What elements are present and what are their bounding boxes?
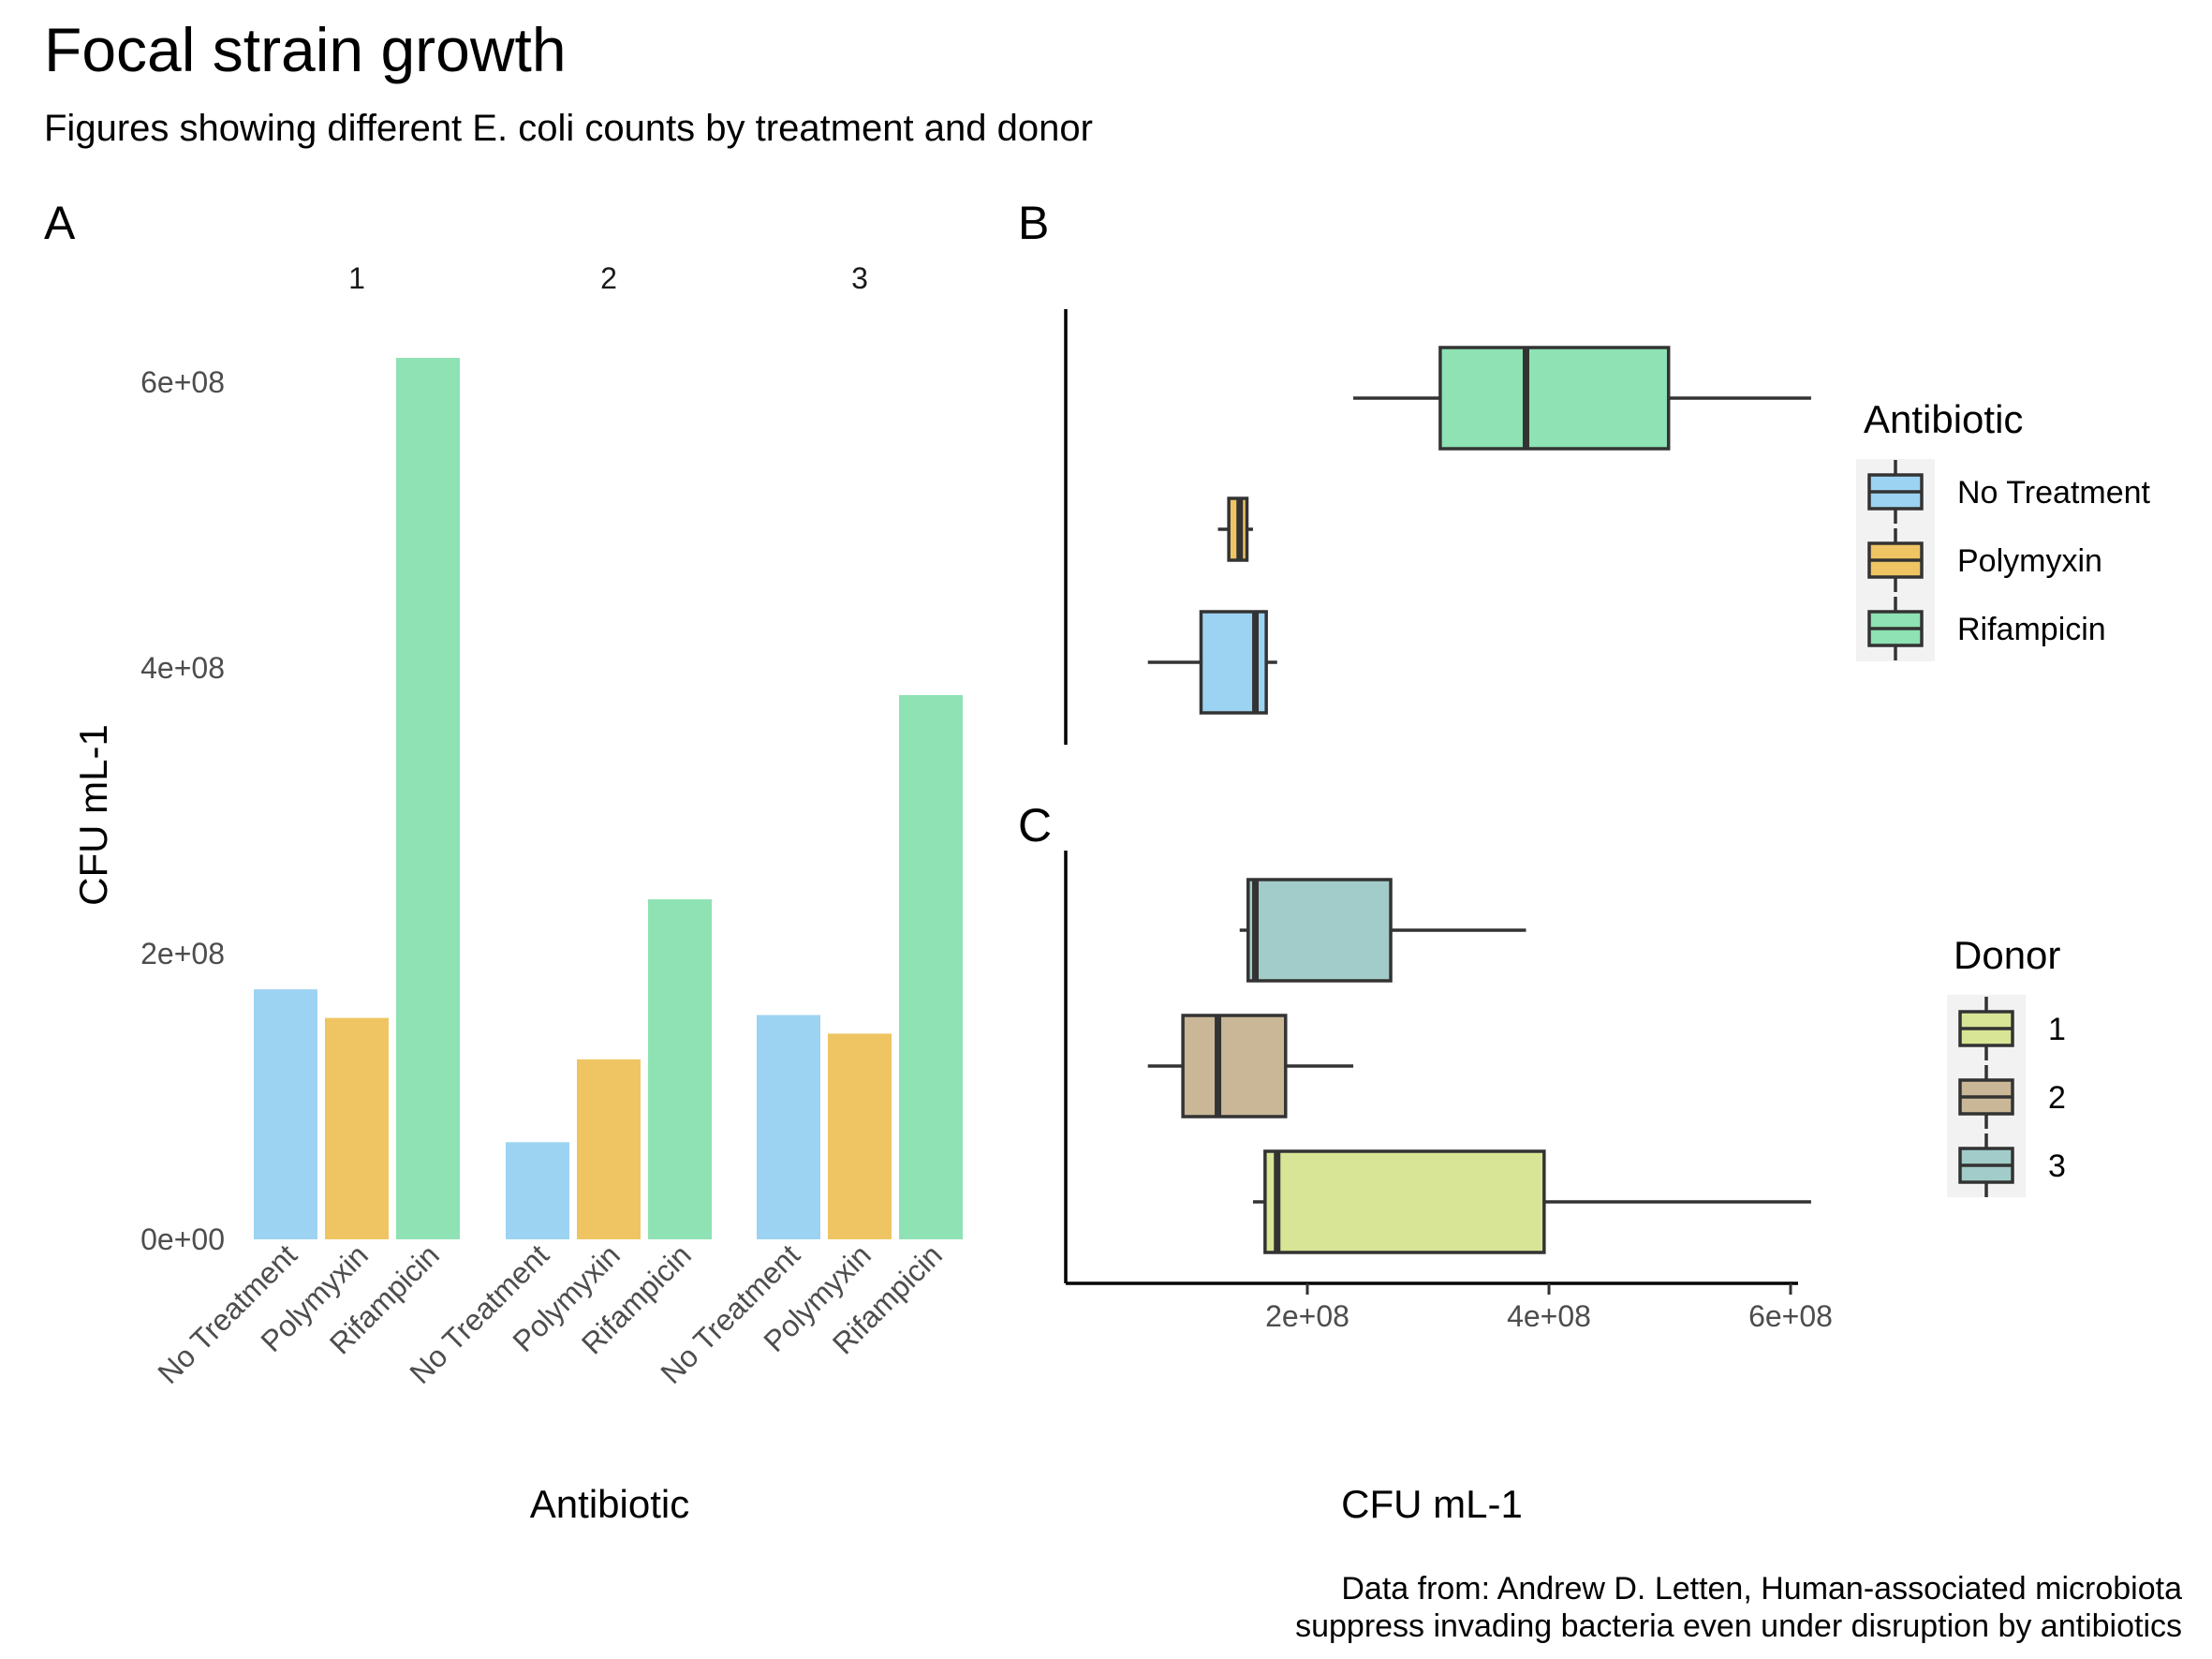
legend-key-3 bbox=[1958, 1133, 2014, 1197]
bar-rifampicin bbox=[899, 694, 963, 1239]
bar-no-treatment bbox=[254, 989, 317, 1239]
legend-key-2 bbox=[1958, 1065, 2014, 1129]
panel-tag-a: A bbox=[44, 197, 76, 249]
facet-strip-label: 1 bbox=[348, 261, 365, 295]
panel-a: A CFU mL-1 Antibiotic 0e+00 2e+08 4e+08 6e+08 1… bbox=[44, 197, 963, 1526]
y-tick-label-a: 4e+08 bbox=[140, 651, 225, 685]
legend-key-polymyxin bbox=[1867, 528, 1924, 592]
box-rifampicin-iqr bbox=[1438, 346, 1671, 451]
panel-c: C 2e+08 4e+08 6e+08 CFU mL-1 bbox=[1018, 799, 1833, 1526]
x-axis-title-a: Antibiotic bbox=[530, 1482, 689, 1526]
legend-key-1 bbox=[1958, 997, 2014, 1060]
legend-antibiotic: Antibiotic No Treatment Polymyxin Rifampici… bbox=[1856, 397, 2151, 661]
panel-b: B bbox=[1018, 197, 1811, 745]
legend-key-no-treatment bbox=[1867, 460, 1924, 524]
legend-key-rifampicin bbox=[1867, 597, 1924, 660]
y-tick-label-a: 0e+00 bbox=[140, 1222, 225, 1256]
bar-polymyxin bbox=[828, 1033, 892, 1239]
x-axis-title-c: CFU mL-1 bbox=[1341, 1482, 1523, 1526]
caption-line-1: Data from: Andrew D. Letten, Human-assoc… bbox=[1341, 1571, 2182, 1607]
box-donor-1-iqr bbox=[1263, 1149, 1546, 1254]
bar-polymyxin bbox=[325, 1017, 389, 1239]
y-tick-label-a: 6e+08 bbox=[140, 365, 225, 399]
y-tick-label-a: 2e+08 bbox=[140, 937, 225, 970]
legend-label-1: 1 bbox=[2048, 1012, 2066, 1047]
bar-no-treatment bbox=[506, 1142, 569, 1239]
legend-donor: Donor 1 2 3 bbox=[1947, 933, 2066, 1197]
x-tick-label-c: 2e+08 bbox=[1265, 1299, 1349, 1333]
y-axis-title-a: CFU mL-1 bbox=[71, 724, 115, 906]
bar-rifampicin bbox=[648, 899, 712, 1239]
box-donor-2-iqr bbox=[1181, 1014, 1288, 1118]
legend-title: Antibiotic bbox=[1864, 397, 2023, 441]
bar-rifampicin bbox=[396, 358, 460, 1239]
x-tick-label-c: 6e+08 bbox=[1748, 1299, 1833, 1333]
bar-no-treatment bbox=[757, 1015, 820, 1239]
legend-label-no-treatment: No Treatment bbox=[1957, 475, 2151, 511]
bar-polymyxin bbox=[577, 1059, 641, 1239]
panel-tag-b: B bbox=[1018, 197, 1049, 249]
panel-tag-c: C bbox=[1018, 799, 1052, 852]
legend-title: Donor bbox=[1954, 933, 2060, 977]
facet-strip-label: 2 bbox=[600, 261, 617, 295]
box-donor-3-iqr bbox=[1246, 878, 1393, 983]
legend-label-rifampicin: Rifampicin bbox=[1957, 612, 2106, 647]
chart-title: Focal strain growth bbox=[44, 15, 567, 84]
legend-label-3: 3 bbox=[2048, 1148, 2066, 1184]
legend-label-polymyxin: Polymyxin bbox=[1957, 543, 2102, 579]
x-tick-label-c: 4e+08 bbox=[1507, 1299, 1591, 1333]
legend-label-2: 2 bbox=[2048, 1080, 2066, 1116]
facet-strip-label: 3 bbox=[851, 261, 868, 295]
caption-line-2: suppress invading bacteria even under di… bbox=[1295, 1608, 2182, 1644]
chart-subtitle: Figures showing different E. coli counts… bbox=[44, 108, 1093, 149]
